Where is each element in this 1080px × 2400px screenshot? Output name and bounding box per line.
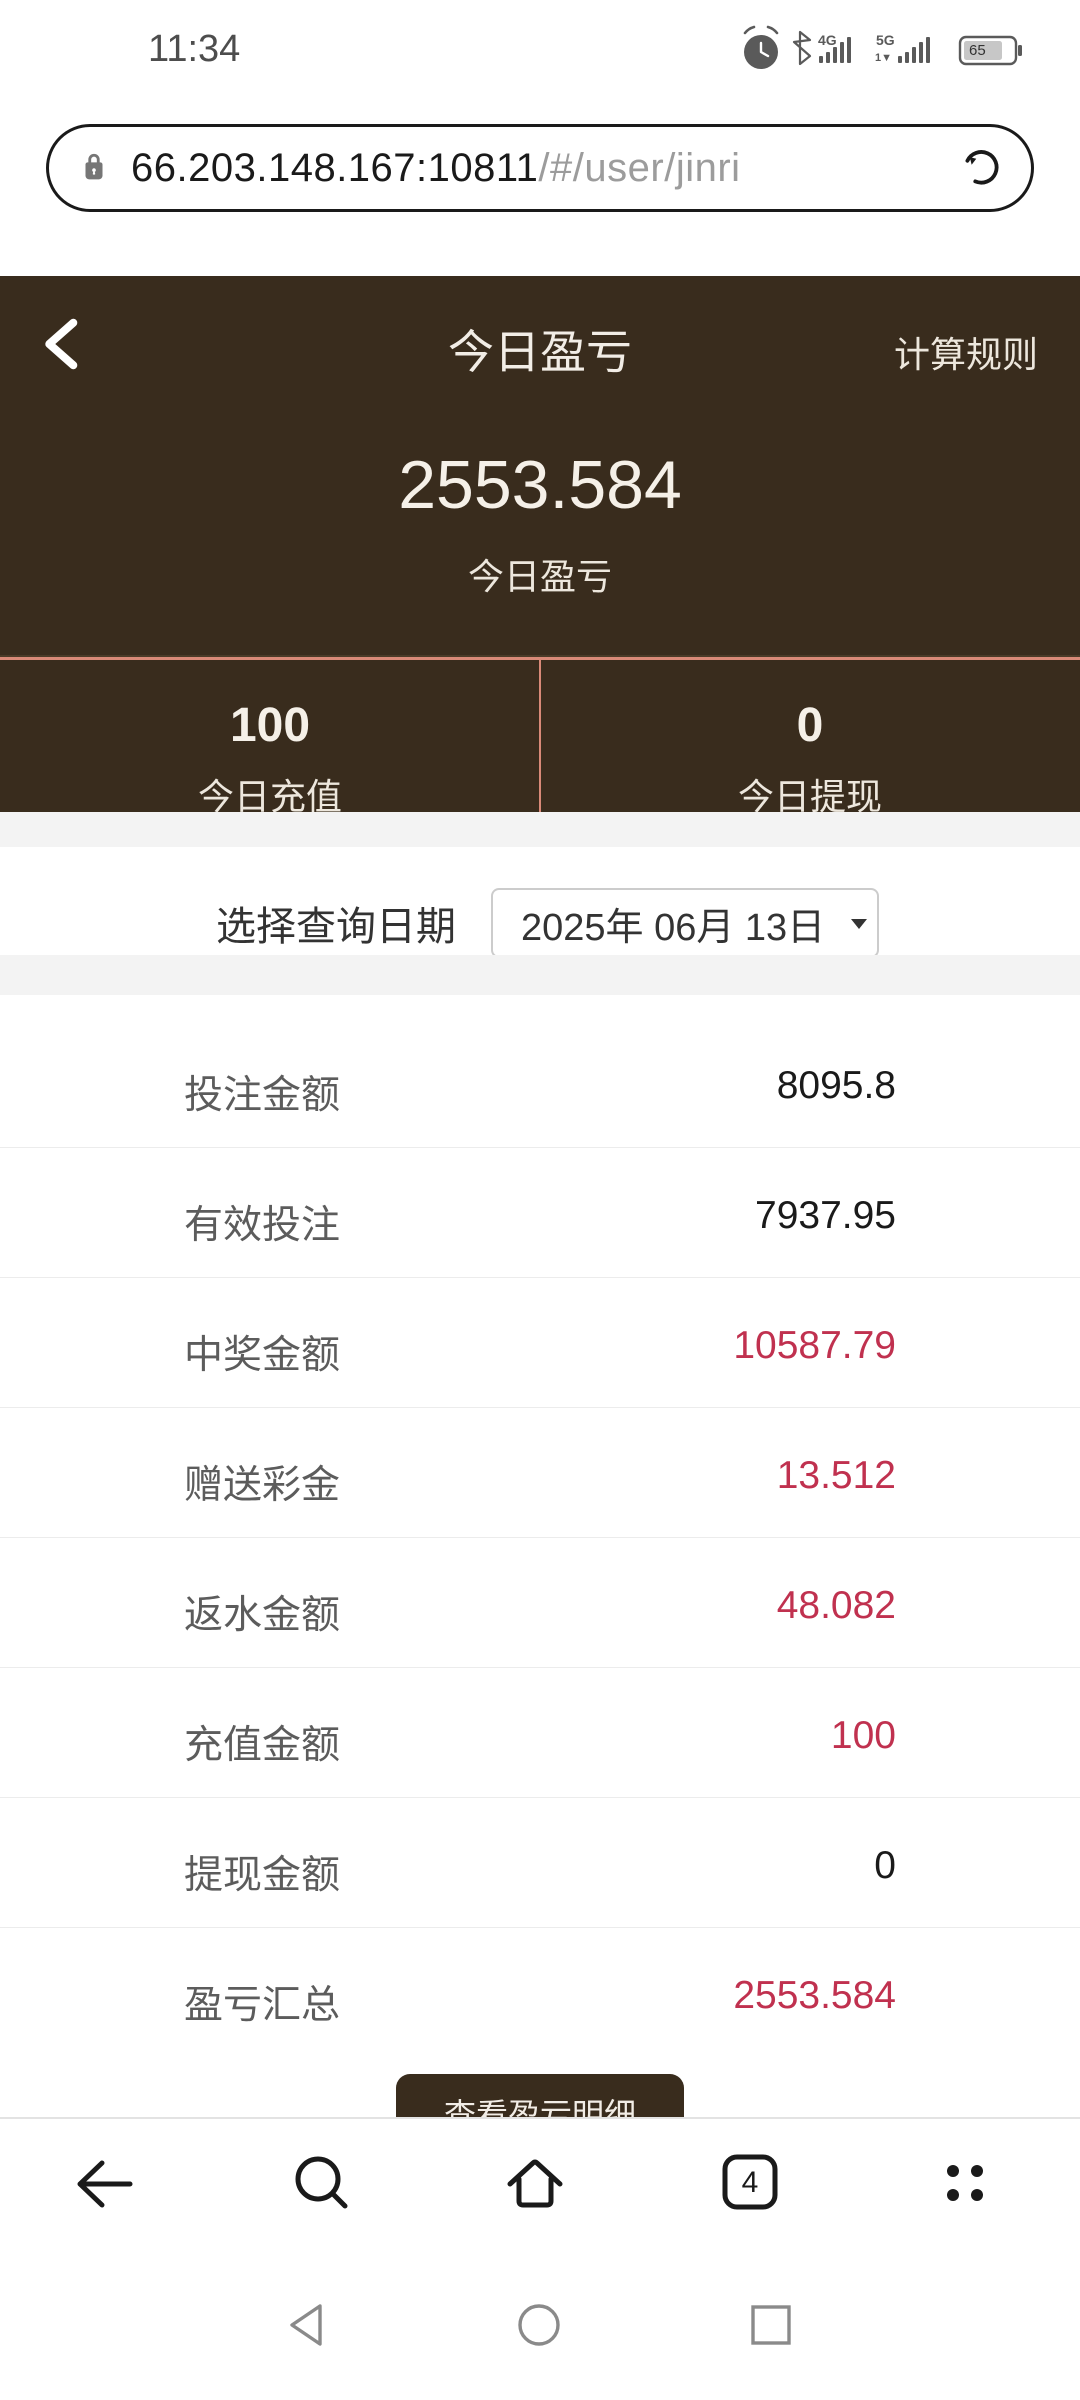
svg-text:65: 65 [969,42,986,59]
svg-text:5G: 5G [876,32,895,48]
svg-text:4: 4 [742,2166,759,2199]
svg-text:4G: 4G [818,32,837,48]
svg-text:1▼: 1▼ [875,52,892,64]
